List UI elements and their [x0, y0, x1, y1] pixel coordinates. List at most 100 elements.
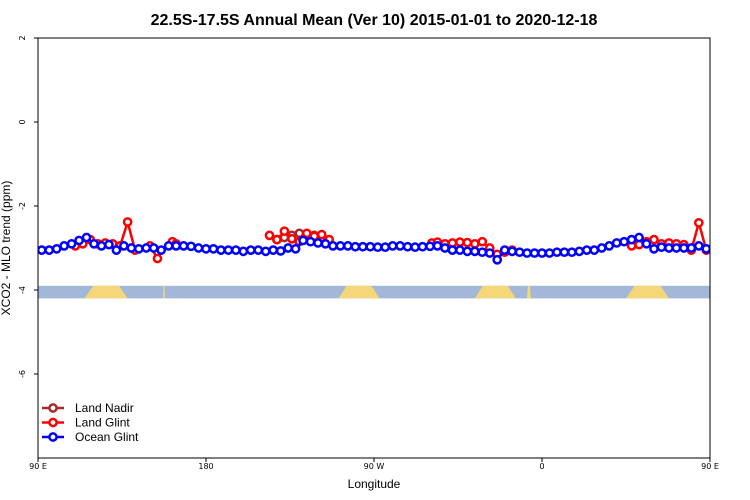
ocean-glint-point — [253, 245, 264, 255]
ocean-glint-point — [733, 245, 740, 252]
ocean-glint-point — [328, 241, 338, 251]
ocean-glint-point — [462, 246, 473, 257]
ocean-glint-point — [604, 241, 615, 251]
legend-item-land-glint: Land Glint — [42, 416, 130, 430]
ocean-glint-point — [111, 245, 122, 255]
ocean-glint-point — [619, 236, 629, 247]
land-glint-point — [264, 230, 275, 241]
y-tick-label: 2 — [18, 35, 27, 40]
ocean-glint-point — [477, 247, 488, 258]
ocean-glint-point — [432, 241, 443, 251]
land-glint-point — [287, 233, 297, 244]
ocean-glint-point — [522, 248, 532, 258]
x-tick-label: 0 — [539, 462, 544, 471]
x-tick-label: 90 W — [364, 462, 385, 471]
land-span — [338, 285, 380, 299]
x-tick-label: 180 — [198, 462, 213, 471]
ocean-glint-point — [208, 243, 219, 254]
ocean-glint-point — [238, 246, 249, 257]
ocean-glint-point — [410, 242, 420, 253]
ocean-glint-point — [686, 243, 697, 253]
ocean-glint-point — [89, 238, 99, 249]
ocean-glint-point — [38, 245, 47, 255]
ocean-glint-point — [59, 241, 69, 251]
land-glint-point — [469, 238, 480, 249]
ocean-glint-point — [51, 243, 62, 254]
legend-marker — [48, 417, 58, 428]
ocean-glint-point — [216, 245, 226, 255]
land-glint-point — [152, 253, 163, 264]
ocean-glint-point — [141, 243, 152, 253]
ocean-glint-point — [201, 243, 211, 254]
ocean-glint-point — [357, 241, 368, 252]
ocean-glint-point — [469, 246, 480, 257]
ocean-glint-point — [671, 243, 682, 253]
ocean-glint-point — [544, 248, 555, 258]
ocean-glint-point — [626, 234, 637, 245]
ocean-glint-point — [514, 247, 525, 258]
ocean-glint-point — [611, 238, 622, 248]
ocean-glint-point — [260, 246, 271, 257]
ocean-glint-point — [163, 241, 174, 251]
land-glint-point — [272, 234, 282, 245]
ocean-glint-point — [343, 241, 353, 251]
series-layer — [38, 217, 740, 265]
x-tick-label: 90 E — [701, 462, 719, 471]
ocean-glint-point — [66, 238, 77, 249]
ocean-glint-point — [664, 243, 674, 253]
land-glint-point — [279, 226, 290, 237]
legend-item-land-nadir: Land Nadir — [42, 401, 134, 415]
land-span — [474, 285, 516, 299]
ocean-glint-point — [708, 245, 710, 252]
ocean-glint-point — [193, 243, 204, 253]
ocean-glint-point — [372, 242, 383, 253]
ocean-glint-point — [447, 245, 458, 255]
ocean-glint-point — [81, 232, 92, 243]
ocean-glint-point — [320, 238, 331, 249]
legend-item-ocean-glint: Ocean Glint — [42, 430, 139, 444]
land-glint-point — [301, 228, 312, 239]
land-span — [527, 285, 531, 299]
ocean-glint-point — [133, 243, 144, 254]
ocean-glint-point — [581, 245, 592, 255]
ocean-glint-point — [552, 247, 562, 258]
ocean-glint-point — [148, 243, 159, 253]
ocean-glint-point — [425, 241, 435, 252]
legend-marker — [48, 432, 58, 442]
land-glint-point — [693, 217, 704, 228]
x-axis-label: Longitude — [348, 477, 401, 491]
legend-label: Ocean Glint — [75, 430, 139, 444]
series-ocean-glint — [38, 232, 740, 265]
ocean-glint-point — [387, 241, 398, 251]
x-tick-label: 90 E — [29, 462, 47, 471]
ocean-glint-point — [718, 245, 725, 252]
land-span — [626, 285, 669, 299]
ocean-glint-point — [305, 236, 316, 247]
ocean-glint-point — [298, 235, 308, 246]
y-tick-label: -2 — [18, 202, 27, 210]
land-glint-point — [725, 255, 732, 262]
y-axis-label: XCO2 - MLO trend (ppm) — [0, 181, 13, 316]
land-glint-point — [462, 237, 473, 248]
ocean-glint-point — [649, 243, 659, 254]
land-glint-point — [477, 236, 488, 247]
ocean-glint-point — [679, 243, 689, 253]
land-glint-point — [455, 237, 465, 247]
ocean-glint-point — [380, 242, 391, 253]
y-tick-label: 0 — [18, 119, 27, 124]
legend-label: Land Glint — [75, 416, 130, 430]
ocean-glint-point — [119, 241, 129, 251]
chart-title: 22.5S-17.5S Annual Mean (Ver 10) 2015-01… — [151, 12, 598, 29]
legend-label: Land Nadir — [75, 401, 134, 415]
ocean-glint-point — [350, 241, 361, 252]
ocean-glint-point — [507, 246, 517, 257]
ocean-glint-point — [567, 247, 577, 258]
land-span — [163, 285, 165, 299]
ocean-glint-point — [537, 248, 547, 258]
ocean-glint-point — [245, 245, 256, 255]
x-axis: 90 E 180 90 W 0 90 E — [29, 458, 719, 471]
ocean-glint-point — [126, 243, 137, 253]
y-axis: 2 0 -2 -4 -6 — [18, 35, 38, 378]
ocean-glint-point — [178, 241, 189, 251]
